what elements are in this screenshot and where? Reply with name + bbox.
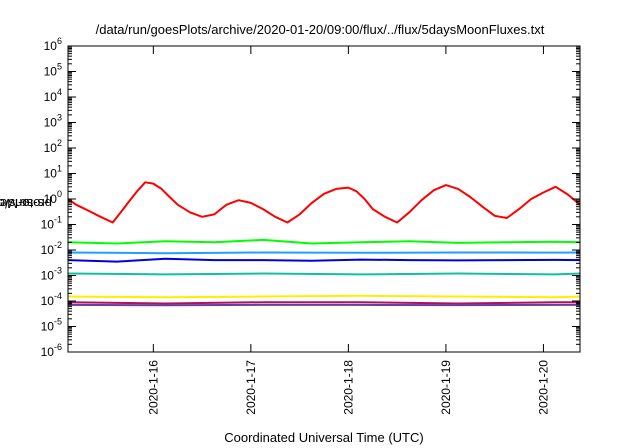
y-tick-label-base: 10 (44, 65, 58, 79)
y-tick-label: 104 (44, 87, 62, 104)
y-tick-label-base: 10 (44, 141, 58, 155)
y-tick-label: 10-6 (41, 342, 62, 359)
y-tick-label-exp: -5 (54, 317, 62, 327)
y-tick-label: 10-3 (41, 266, 62, 283)
x-tick-label: 2020-1-19 (439, 360, 453, 415)
y-tick-label-exp: 5 (57, 62, 62, 72)
series-line-5 (67, 272, 581, 276)
y-tick-label: 100 (44, 189, 62, 206)
y-tick-label: 103 (44, 113, 62, 130)
y-tick-label-base: 10 (41, 269, 55, 283)
series-line-7 (67, 301, 580, 305)
chart-title: /data/run/goesPlots/archive/2020-01-20/0… (95, 22, 545, 37)
y-tick-label: 105 (44, 62, 62, 79)
y-tick-label: 106 (44, 36, 62, 53)
y-tick-label-exp: 3 (57, 113, 62, 123)
y-tick-label-exp: 6 (57, 36, 62, 46)
y-tick-label-exp: 4 (57, 87, 62, 97)
y-tick-label-exp: 1 (57, 164, 62, 174)
y-tick-label-exp: 0 (57, 189, 62, 199)
y-tick-label-base: 10 (44, 167, 58, 181)
y-tick-label: 10-5 (41, 317, 62, 334)
y-tick-label: 10-2 (41, 240, 62, 257)
y-tick-label-exp: -1 (54, 215, 62, 225)
series-line-2 (67, 238, 581, 245)
y-tick-label-base: 10 (44, 116, 58, 130)
series-line-1 (67, 181, 581, 224)
y-tick-label-exp: -6 (54, 342, 62, 352)
x-tick-label: 2020-1-17 (244, 360, 258, 415)
y-tick-label-base: 10 (41, 294, 55, 308)
y-tick-label-exp: -4 (54, 291, 62, 301)
series-line-6 (67, 294, 581, 299)
y-tick-label-base: 10 (41, 345, 55, 359)
y-tick-label-exp: 2 (57, 138, 62, 148)
y-tick-label-base: 10 (41, 218, 55, 232)
x-tick-label: 2020-1-18 (341, 360, 355, 415)
y-tick-label-base: 10 (44, 192, 58, 206)
y-tick-label: 101 (44, 164, 62, 181)
series-line-4 (67, 257, 581, 263)
x-tick-label: 2020-1-20 (536, 360, 550, 415)
y-tick-label-exp: -2 (54, 240, 62, 250)
y-tick-label-base: 10 (44, 90, 58, 104)
y-tick-label-base: 10 (44, 39, 58, 53)
y-tick-label-exp: -3 (54, 266, 62, 276)
y-tick-label: 10-4 (41, 291, 62, 308)
y-tick-label: 102 (44, 138, 62, 155)
series-line-3 (67, 251, 581, 255)
y-tick-label-base: 10 (41, 243, 55, 257)
y-tick-label-base: 10 (41, 320, 55, 334)
y-tick-label: 10-1 (41, 215, 62, 232)
x-tick-label: 2020-1-16 (146, 360, 160, 415)
x-axis-label: Coordinated Universal Time (UTC) (224, 430, 424, 445)
